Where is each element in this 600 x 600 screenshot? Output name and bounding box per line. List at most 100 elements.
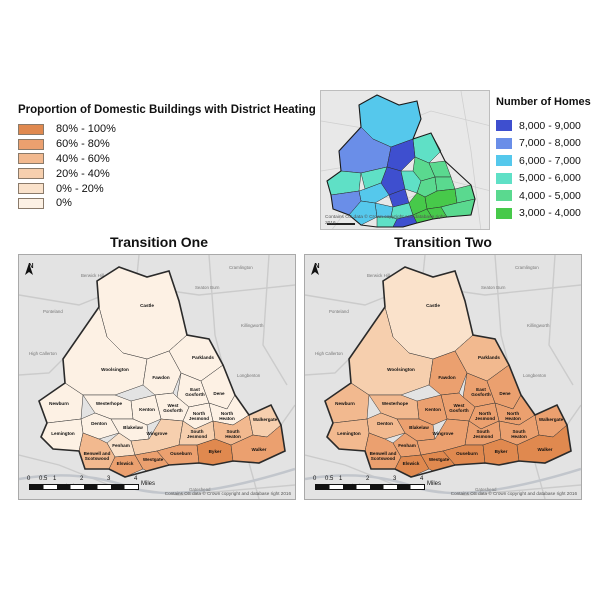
road	[19, 358, 64, 376]
ward-label: Ouseburn	[170, 451, 192, 456]
place-label: Ponteland	[43, 309, 63, 314]
ward-label: Westgate	[429, 457, 450, 462]
inset-copyright: Contains OS data © Crown copyright and d…	[325, 215, 445, 226]
ward-label: Woolsington	[387, 367, 415, 372]
heating-legend-item: 60% - 80%	[18, 137, 298, 152]
ward-label: Parklands	[478, 355, 500, 360]
ward-label: Dene	[499, 391, 511, 396]
legend-label: 3,000 - 4,000	[519, 207, 581, 220]
ward-label: South Jesmond	[473, 429, 493, 439]
ward-label: Denton	[91, 421, 107, 426]
legend-label: 60% - 80%	[56, 138, 110, 151]
place-label: High Callerton	[315, 351, 343, 356]
north-label: N	[28, 263, 34, 270]
ward-label: Westerhope	[382, 401, 409, 406]
legend-label: 0% - 20%	[56, 182, 104, 195]
ward-map-svg: Berwick Hill Cramlington Seaton Burn Pontel…	[19, 255, 295, 499]
ward-label: Elswick	[403, 461, 420, 466]
place-label: Longbenton	[523, 373, 547, 378]
homes-legend-item: 7,000 - 8,000	[496, 135, 600, 153]
ward-label: North Jesmond	[475, 411, 495, 421]
scale-tick: 2	[80, 476, 84, 482]
legend-label: 80% - 100%	[56, 123, 116, 136]
ward-label: East Gosforth	[471, 387, 491, 397]
ward-label: Westgate	[143, 457, 164, 462]
legend-label: 0%	[56, 197, 72, 210]
inset-city-boundary	[326, 94, 476, 228]
north-arrow-icon: N	[25, 263, 37, 275]
ward-label: Lemington	[51, 431, 75, 436]
ward-label: Byker	[495, 449, 508, 454]
heating-legend-item: 0% - 20%	[18, 181, 298, 196]
legend-swatch	[496, 172, 512, 184]
panel-title-transition-one: Transition One	[109, 234, 208, 250]
ward-label: North Heaton	[505, 411, 521, 421]
inset-map-svg	[321, 91, 489, 229]
legend-swatch	[496, 137, 512, 149]
ward-label: East Gosforth	[185, 387, 205, 397]
map-copyright: Contains OS data © Crown copyright and d…	[164, 491, 291, 496]
scale-tick: 0	[27, 476, 31, 482]
heating-legend: Proportion of Domestic Buildings with Di…	[18, 104, 316, 211]
ward-label: Blakelaw	[123, 425, 143, 430]
ward-label: Walker	[252, 447, 267, 452]
ward-label: Fawdon	[152, 375, 170, 380]
ward-label: South Jesmond	[187, 429, 207, 439]
ward-label: Ouseburn	[456, 451, 478, 456]
ward-label: Woolsington	[101, 367, 129, 372]
place-label: Gateshead	[189, 487, 211, 492]
scale-tick: 4	[134, 476, 138, 482]
ward-label: Denton	[377, 421, 393, 426]
homes-legend: Number of Homes 8,000 - 9,000 7,000 - 8,…	[496, 96, 600, 222]
ward-label: Fenham	[112, 443, 130, 448]
legend-label: 7,000 - 8,000	[519, 137, 581, 150]
ward-label: West Gosforth	[163, 403, 183, 413]
road	[262, 255, 288, 386]
legend-swatch	[18, 153, 44, 165]
ward-polygons	[324, 266, 572, 478]
homes-legend-item: 6,000 - 7,000	[496, 152, 600, 170]
inset-ward-fawdon	[386, 138, 416, 172]
ward-label: Kenton	[425, 407, 441, 412]
legend-swatch	[18, 123, 44, 135]
scale-tick: 0	[313, 476, 317, 482]
ward-label: Dene	[213, 391, 225, 396]
heating-legend-item: 40% - 60%	[18, 152, 298, 167]
city-boundary	[38, 266, 286, 478]
legend-label: 8,000 - 9,000	[519, 119, 581, 132]
place-label: Berwick Hill	[367, 273, 390, 278]
ward-map-svg: Berwick Hill Cramlington Seaton Burn Pontel…	[305, 255, 581, 499]
road	[136, 255, 140, 276]
legend-swatch	[18, 138, 44, 150]
heating-legend-item: 0%	[18, 196, 298, 211]
road	[566, 404, 581, 426]
ward-label: Wingrove	[147, 431, 168, 436]
homes-legend-item: 4,000 - 5,000	[496, 187, 600, 205]
north-label: N	[314, 263, 320, 270]
scale-tick: 1	[339, 476, 343, 482]
legend-label: 6,000 - 7,000	[519, 154, 581, 167]
scale-bar: 0 0.5 1 2 3 4 Miles	[27, 476, 167, 492]
legend-swatch	[18, 197, 44, 209]
place-label: Seaton Burn	[481, 285, 506, 290]
ward-label: Newburn	[49, 401, 69, 406]
scale-unit: Miles	[427, 481, 442, 487]
place-label: High Callerton	[29, 351, 57, 356]
legend-label: 20% - 40%	[56, 167, 110, 180]
scale-bar: 0 0.5 1 2 3 4 Miles	[313, 476, 453, 492]
place-label: Longbenton	[237, 373, 261, 378]
place-label: Ponteland	[329, 309, 349, 314]
ward-label: Kenton	[139, 407, 155, 412]
heating-legend-item: 80% - 100%	[18, 122, 298, 137]
ward-elswick	[394, 454, 430, 478]
scale-tick: 3	[107, 476, 111, 482]
ward-label: South Heaton	[225, 429, 241, 439]
place-label: Berwick Hill	[81, 273, 104, 278]
homes-legend-item: 5,000 - 6,000	[496, 170, 600, 188]
heating-legend-title: Proportion of Domestic Buildings with Di…	[18, 104, 316, 116]
inset-scale-bar	[327, 223, 355, 225]
legend-swatch	[496, 190, 512, 202]
map-panel-transition-two: Berwick Hill Cramlington Seaton Burn Pontel…	[304, 254, 582, 500]
road	[422, 255, 426, 276]
legend-swatch	[496, 207, 512, 219]
